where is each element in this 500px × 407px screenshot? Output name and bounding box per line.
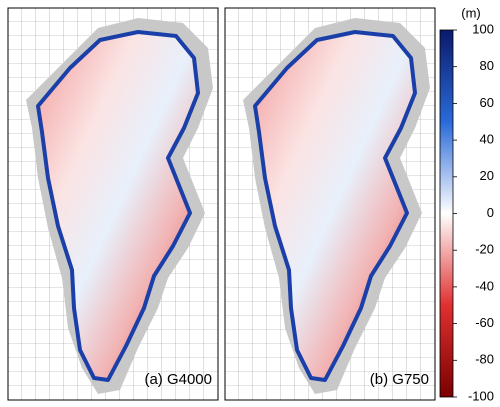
map-panel-a: (a) G4000 xyxy=(8,8,218,400)
colorbar-tick-label: 80 xyxy=(480,58,494,73)
panel-label: (b) G750 xyxy=(370,371,429,388)
colorbar-unit: (m) xyxy=(461,5,481,20)
colorbar-tick-label: -100 xyxy=(468,388,494,403)
colorbar xyxy=(439,29,454,398)
colorbar-tick-label: -80 xyxy=(475,352,494,367)
colorbar-tick-label: -40 xyxy=(475,278,494,293)
colorbar-tick-label: 0 xyxy=(487,205,494,220)
colorbar-tick-label: 100 xyxy=(472,21,494,36)
panel-label: (a) G4000 xyxy=(144,371,212,388)
colorbar-tick-label: -20 xyxy=(475,242,494,257)
colorbar-tick-label: 40 xyxy=(480,132,494,147)
colorbar-ticks: 100 80 60 40 20 0 -20 -40 -60 -80 -100 xyxy=(453,21,494,403)
map-panel-b: (b) G750 xyxy=(225,8,435,400)
colorbar-tick-label: 60 xyxy=(480,95,494,110)
colorbar-tick-label: -60 xyxy=(475,315,494,330)
colorbar-tick-label: 20 xyxy=(480,168,494,183)
